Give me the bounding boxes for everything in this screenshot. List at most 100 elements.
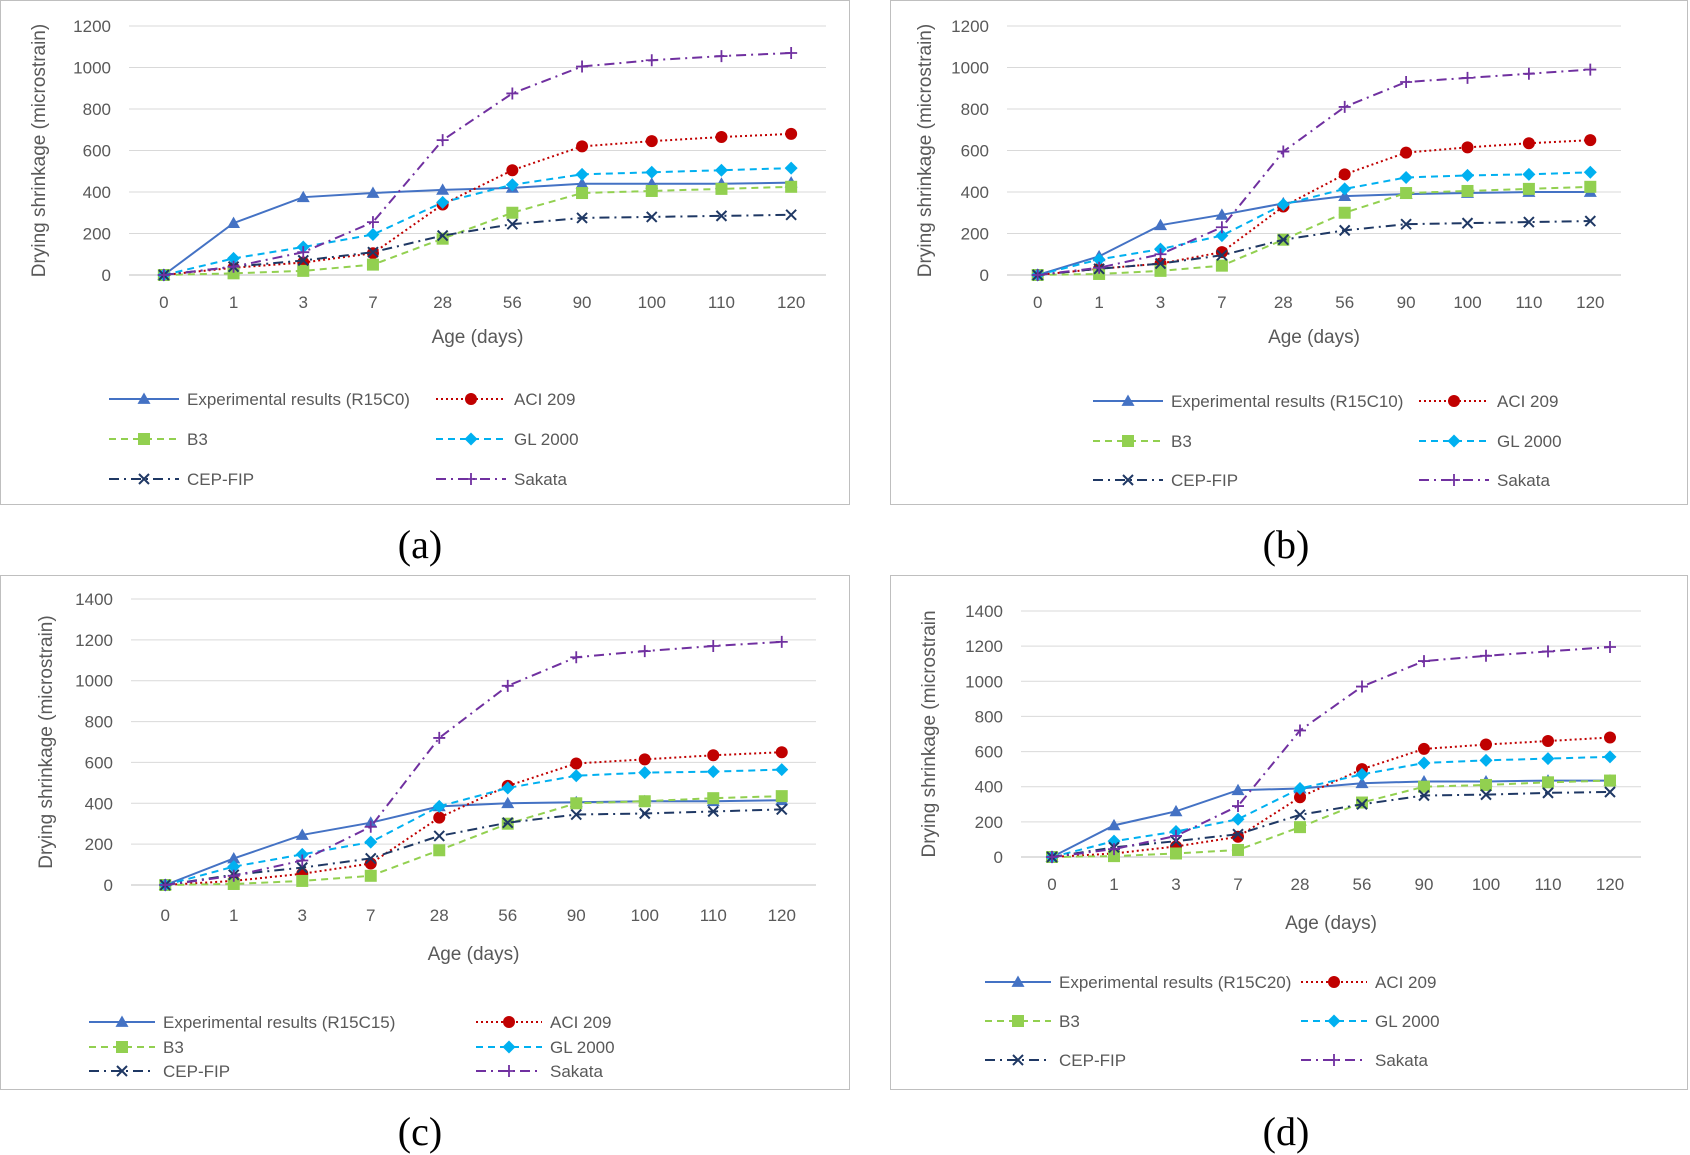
data-point-sak xyxy=(638,645,651,658)
legend-item: Experimental results (R15C20) xyxy=(985,973,1291,992)
data-point-cep xyxy=(1480,788,1492,801)
y-tick-label: 600 xyxy=(85,753,113,772)
data-point-cep xyxy=(433,830,445,842)
data-point-sak xyxy=(1461,71,1474,84)
legend-item: Sakata xyxy=(476,1062,603,1081)
data-point-sak xyxy=(1046,851,1058,863)
x-tick-label: 100 xyxy=(638,293,666,312)
y-tick-label: 0 xyxy=(104,876,113,895)
legend-marker xyxy=(503,1016,515,1028)
y-tick-label: 0 xyxy=(980,266,989,285)
data-point-sak xyxy=(1154,248,1167,261)
data-point-sak xyxy=(506,87,519,100)
series-sak xyxy=(159,635,788,891)
data-point-exp xyxy=(575,177,589,189)
data-point-gl xyxy=(706,765,720,779)
data-point-cep xyxy=(1216,249,1228,261)
data-point-aci xyxy=(707,749,720,762)
legend-marker xyxy=(465,473,477,485)
data-point-cep xyxy=(715,210,728,222)
x-tick-label: 120 xyxy=(777,293,805,312)
legend-item: Experimental results (R15C0) xyxy=(109,390,410,409)
data-point-gl xyxy=(1461,168,1474,182)
data-point-sak xyxy=(785,46,798,59)
data-point-cep xyxy=(1584,215,1597,227)
series-line-exp xyxy=(163,181,792,276)
legend: Experimental results (R15C0) ACI 209 B3 GL … xyxy=(109,390,579,489)
series-line-gl xyxy=(1051,755,1611,858)
series-line-b3 xyxy=(1037,185,1591,276)
data-point-gl xyxy=(505,178,519,192)
data-point-aci xyxy=(1418,742,1430,755)
data-point-sak xyxy=(1170,829,1182,842)
data-point-gl xyxy=(227,251,241,265)
data-point-sak xyxy=(1400,76,1413,89)
legend-marker xyxy=(1448,474,1460,486)
legend-item: CEP-FIP xyxy=(89,1062,230,1081)
data-point-cep xyxy=(1542,787,1554,799)
data-point-aci xyxy=(1584,134,1597,147)
x-tick-label: 90 xyxy=(573,293,592,312)
data-point-exp xyxy=(436,183,450,195)
x-tick-label: 56 xyxy=(1353,875,1372,894)
series-line-sak xyxy=(165,640,782,886)
data-point-gl xyxy=(575,167,589,181)
data-point-gl xyxy=(501,781,515,795)
y-tick-label: 400 xyxy=(975,778,1003,797)
data-point-b3 xyxy=(645,184,658,197)
legend-item: CEP-FIP xyxy=(985,1051,1126,1070)
legend: Experimental results (R15C10) ACI 209 B3 GL… xyxy=(1093,392,1562,490)
gridlines xyxy=(1007,25,1621,276)
legend-item: CEP-FIP xyxy=(1093,471,1238,490)
x-tick-label: 90 xyxy=(567,906,586,925)
data-point-gl xyxy=(1276,197,1290,211)
data-point-b3 xyxy=(1418,780,1430,793)
legend-label: CEP-FIP xyxy=(163,1062,230,1081)
legend-marker xyxy=(1327,1014,1341,1028)
y-tick-label: 0 xyxy=(102,266,111,285)
data-point-aci xyxy=(1480,738,1492,751)
x-tick-label: 56 xyxy=(1335,293,1354,312)
legend-marker xyxy=(1122,435,1134,447)
legend-marker xyxy=(138,433,150,445)
legend: Experimental results (R15C20) ACI 209 B3 GL… xyxy=(985,973,1440,1070)
data-point-gl xyxy=(714,163,728,177)
legend-label: GL 2000 xyxy=(514,430,579,449)
legend-item: B3 xyxy=(985,1012,1080,1031)
x-tick-label: 110 xyxy=(708,293,735,312)
legend-label: Experimental results (R15C15) xyxy=(163,1013,395,1032)
x-tick-label: 56 xyxy=(498,906,517,925)
series-gl xyxy=(1045,750,1617,864)
data-point-b3 xyxy=(715,182,728,195)
data-point-sak xyxy=(1356,680,1368,693)
legend-label: Sakata xyxy=(514,470,567,489)
y-tick-label: 1200 xyxy=(965,637,1003,656)
legend-label: B3 xyxy=(1171,432,1192,451)
y-tick-label: 400 xyxy=(85,794,113,813)
chart-svg-a: 0 200 400 600 800 1000 1200 0 1 3 7 28 56 90 100 110 120… xyxy=(29,17,826,489)
series-line-cep xyxy=(1037,220,1591,276)
y-tick-label: 1000 xyxy=(965,672,1003,691)
data-point-gl xyxy=(638,766,652,780)
y-tick-label: 200 xyxy=(83,225,111,244)
y-tick-label: 800 xyxy=(961,100,989,119)
legend-item: ACI 209 xyxy=(476,1013,611,1032)
x-axis-title: Age (days) xyxy=(1268,327,1360,348)
legend-label: B3 xyxy=(187,430,208,449)
y-tick-label: 200 xyxy=(961,225,989,244)
data-point-aci xyxy=(433,811,446,824)
data-point-sak xyxy=(1108,843,1120,856)
data-point-cep xyxy=(1277,234,1290,246)
series-line-aci xyxy=(1037,139,1591,276)
data-point-cep xyxy=(367,246,379,258)
series-gl xyxy=(1031,165,1597,282)
x-tick-label: 28 xyxy=(1274,293,1293,312)
series-line-exp xyxy=(1051,779,1610,858)
data-point-exp xyxy=(1107,818,1121,831)
data-point-aci xyxy=(1522,137,1535,150)
legend-item: Sakata xyxy=(1419,471,1550,490)
series-line-aci xyxy=(163,132,792,276)
data-point-cep xyxy=(707,805,719,818)
data-point-b3 xyxy=(785,180,798,193)
data-point-sak xyxy=(1294,724,1306,737)
